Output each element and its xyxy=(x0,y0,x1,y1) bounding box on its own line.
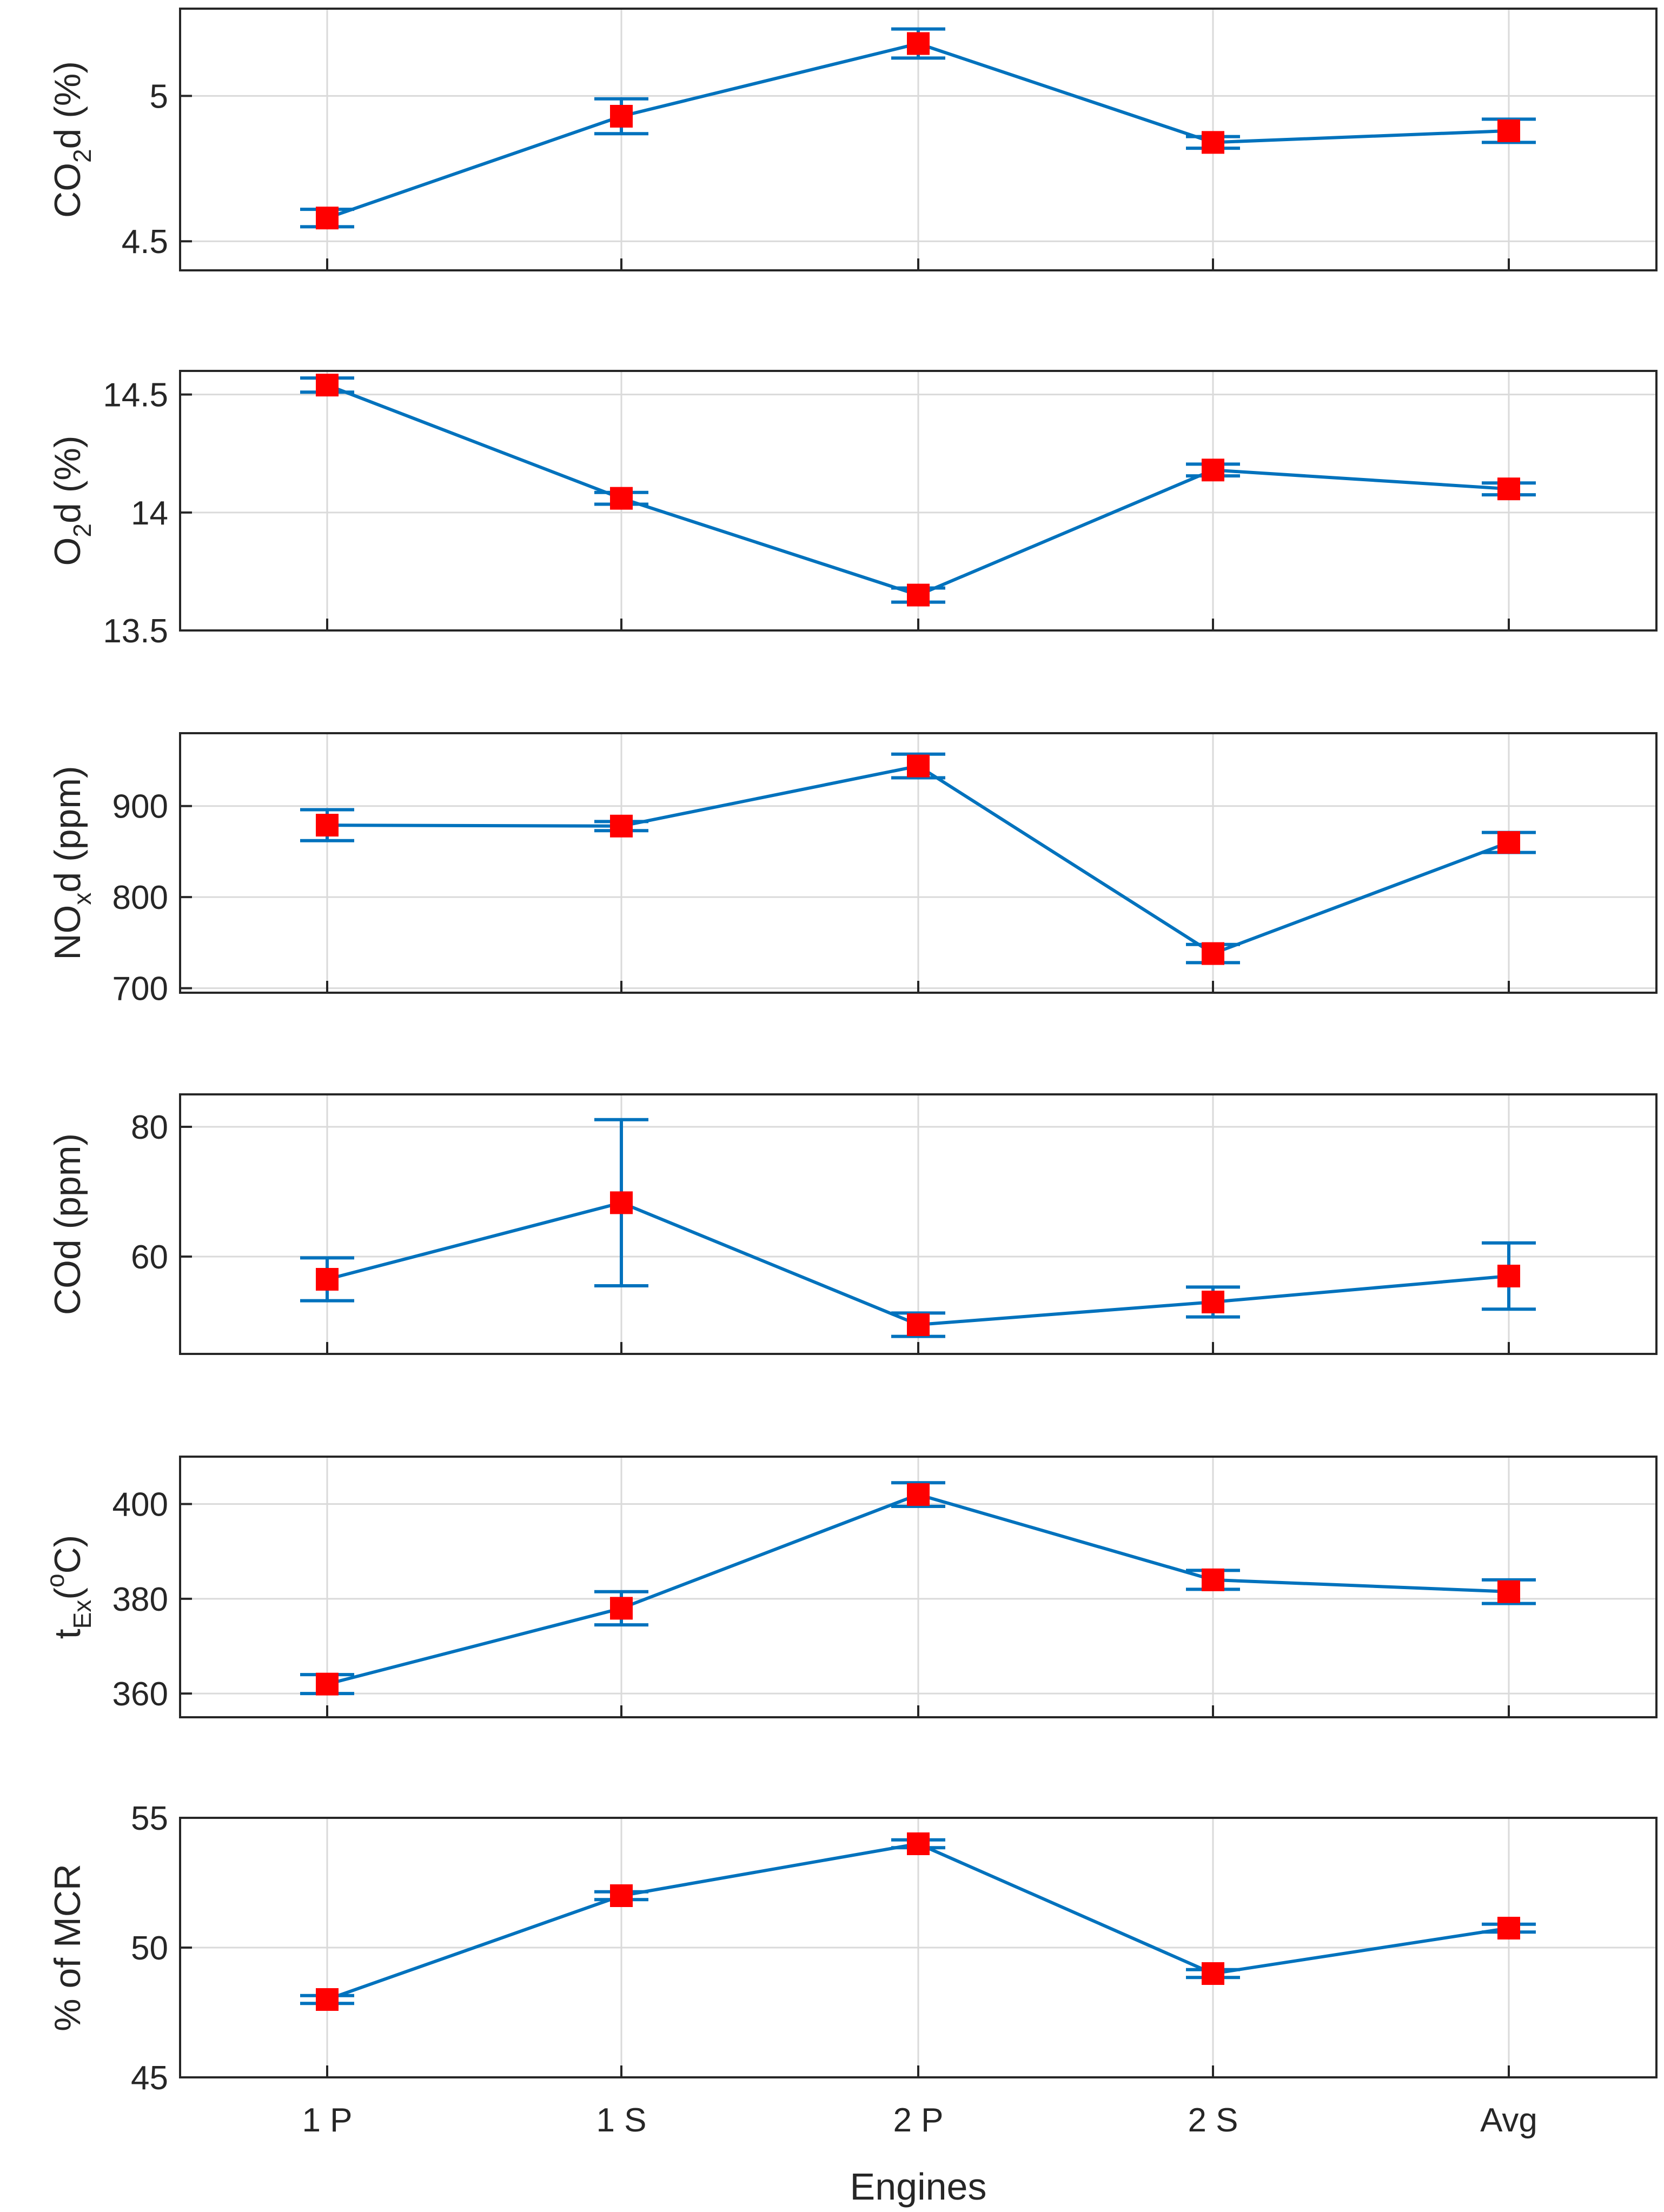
axes-box xyxy=(179,370,1658,632)
subplot-3: 700 800 900 NOxd (ppm) xyxy=(47,732,1658,1008)
y-tick-label: 14 xyxy=(131,495,168,532)
y-axis-label: % of MCR xyxy=(47,1864,88,2031)
data-point-marker xyxy=(1497,1917,1520,1939)
x-tick-label: 2 P xyxy=(893,2102,943,2139)
axes-box xyxy=(179,8,1658,271)
y-tick-label: 13.5 xyxy=(103,613,168,650)
subplot-5: 360 380 400 tEx(oC) xyxy=(41,1456,1658,1718)
subplot-4: 60 80 COd (ppm) xyxy=(47,1093,1658,1355)
y-axis-label: O2d (%) xyxy=(47,436,96,566)
y-axis-label-subscript: 2 xyxy=(68,523,96,537)
data-point-marker xyxy=(907,32,930,55)
shared-x-axis: Engines 1 P 1 S 2 P 2 S Avg xyxy=(302,2102,1537,2208)
y-axis-label: NOxd (ppm) xyxy=(47,766,96,960)
data-point-marker xyxy=(907,1832,930,1855)
x-tick-label: Avg xyxy=(1480,2102,1537,2139)
y-tick-label: 80 xyxy=(131,1109,168,1146)
subplot-1: 4.5 5 CO2d (%) xyxy=(47,8,1658,271)
axes-box xyxy=(179,1456,1658,1718)
y-axis-label-rest: d (%) xyxy=(47,61,88,149)
data-point-marker xyxy=(1202,942,1224,965)
data-point-marker xyxy=(316,1988,339,2011)
axes-box xyxy=(179,732,1658,994)
data-point-marker xyxy=(1497,119,1520,142)
data-point-marker xyxy=(610,1597,633,1620)
y-axis-label-main: % of MCR xyxy=(47,1864,88,2031)
y-axis-label-rest: d (%) xyxy=(47,436,88,523)
y-tick-label: 50 xyxy=(131,1930,168,1967)
y-axis-label-subscript: 2 xyxy=(68,149,96,163)
data-point-marker xyxy=(610,1884,633,1907)
x-tick-label: 2 S xyxy=(1188,2102,1238,2139)
y-tick-label: 45 xyxy=(131,2060,168,2097)
data-point-marker xyxy=(907,1483,930,1506)
data-point-marker xyxy=(316,207,339,230)
data-point-marker xyxy=(1202,131,1224,154)
y-axis-label-main: CO xyxy=(47,163,88,218)
data-point-marker xyxy=(907,1313,930,1336)
data-point-marker xyxy=(316,1268,339,1291)
y-axis-label: CO2d (%) xyxy=(47,61,96,218)
y-axis-label: COd (ppm) xyxy=(47,1133,88,1315)
y-tick-label: 4.5 xyxy=(122,223,168,261)
data-point-marker xyxy=(1497,1265,1520,1287)
x-tick-label: 1 P xyxy=(302,2102,352,2139)
y-tick-label: 800 xyxy=(112,879,168,916)
y-tick-label: 700 xyxy=(112,971,168,1008)
data-point-marker xyxy=(1202,1568,1224,1591)
data-point-marker xyxy=(1497,831,1520,854)
data-point-marker xyxy=(1497,477,1520,501)
y-tick-label: 5 xyxy=(150,78,168,115)
y-tick-label: 400 xyxy=(112,1486,168,1524)
y-axis-label-main: COd (ppm) xyxy=(47,1133,88,1315)
y-axis-label-rest: ( xyxy=(47,1587,88,1600)
data-point-marker xyxy=(610,104,633,128)
y-axis-label-subscript: x xyxy=(68,893,96,905)
y-tick-label: 14.5 xyxy=(103,377,168,414)
x-axis-label: Engines xyxy=(850,2165,987,2208)
data-point-marker xyxy=(316,374,339,397)
data-point-marker xyxy=(610,1191,633,1214)
data-point-marker xyxy=(1202,459,1224,482)
y-axis-label-subscript: Ex xyxy=(68,1600,96,1629)
data-point-marker xyxy=(907,583,930,607)
data-point-marker xyxy=(1497,1580,1520,1603)
axes-box xyxy=(179,1817,1658,2078)
y-tick-label: 380 xyxy=(112,1581,168,1618)
y-axis-label-rest2: C) xyxy=(47,1535,88,1574)
y-axis-label-main: O xyxy=(47,537,88,566)
y-tick-label: 900 xyxy=(112,788,168,826)
data-point-marker xyxy=(610,487,633,510)
axes-box xyxy=(179,1093,1658,1355)
data-point-marker xyxy=(1202,1962,1224,1985)
data-point-marker xyxy=(316,814,339,837)
x-tick-label: 1 S xyxy=(596,2102,646,2139)
data-point-marker xyxy=(610,814,633,838)
y-tick-label: 60 xyxy=(131,1239,168,1276)
y-tick-label: 55 xyxy=(131,1800,168,1837)
data-point-marker xyxy=(907,754,930,778)
subplot-6: 45 50 55 % of MCR xyxy=(47,1800,1658,2097)
data-point-marker xyxy=(1202,1291,1224,1313)
data-point-marker xyxy=(316,1672,339,1696)
y-axis-label-main: NO xyxy=(47,905,88,960)
y-axis-label-rest: d (ppm) xyxy=(47,766,88,892)
y-tick-label: 360 xyxy=(112,1676,168,1713)
y-axis-label: tEx(oC) xyxy=(41,1535,96,1639)
y-axis-label-main: t xyxy=(47,1629,88,1639)
y-axis-label-superscript: o xyxy=(41,1573,69,1587)
